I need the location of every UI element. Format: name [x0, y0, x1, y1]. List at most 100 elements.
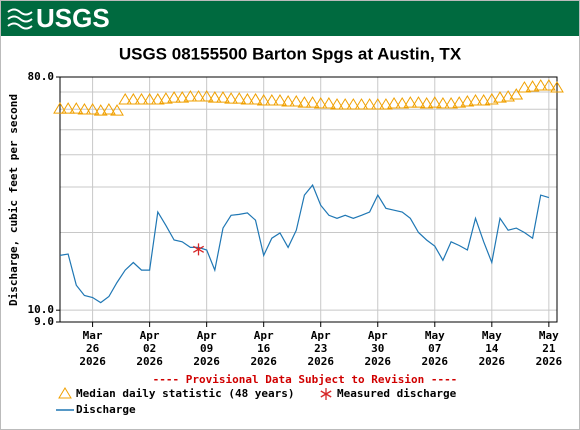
- triangle-marker: [305, 96, 320, 108]
- triangle-marker: [444, 96, 458, 109]
- triangle-marker: [321, 96, 336, 109]
- asterisk-marker: [192, 243, 205, 256]
- triangle-marker: [411, 96, 426, 108]
- triangle-marker: [207, 91, 222, 103]
- x-tick-label: 2026: [193, 355, 220, 368]
- triangle-marker: [126, 92, 141, 105]
- triangle-marker: [484, 92, 499, 105]
- asterisk-stroke: [192, 245, 205, 253]
- triangle-marker: [93, 104, 108, 116]
- triangle-marker: [338, 98, 353, 110]
- x-tick-label: 23: [314, 342, 327, 355]
- x-tick-label: May: [425, 329, 445, 342]
- triangle-marker: [150, 92, 165, 105]
- triangle-marker: [102, 103, 116, 115]
- triangle-marker: [248, 92, 263, 105]
- x-tick-label: 07: [428, 342, 441, 355]
- triangle-marker: [175, 91, 190, 103]
- x-tick-label: May: [539, 329, 559, 342]
- triangle-marker: [110, 104, 124, 116]
- x-tick-label: Apr: [254, 329, 274, 342]
- triangle-marker: [232, 92, 247, 104]
- triangle-marker: [199, 90, 214, 102]
- x-tick-label: 09: [200, 342, 213, 355]
- triangle-marker: [427, 96, 442, 108]
- x-tick-label: 02: [143, 342, 156, 355]
- x-tick-label: Apr: [197, 329, 217, 342]
- triangle-marker: [69, 102, 84, 114]
- triangle-marker: [58, 387, 72, 399]
- triangle-marker: [159, 92, 173, 104]
- x-tick-label: Apr: [140, 329, 160, 342]
- triangle-marker: [468, 94, 483, 106]
- x-tick-label: May: [482, 329, 502, 342]
- logo-waves: [7, 8, 33, 30]
- triangle-marker: [379, 98, 393, 110]
- triangle-marker: [395, 96, 410, 109]
- triangle-marker: [118, 92, 133, 105]
- triangle-marker: [501, 90, 515, 102]
- y-tick-label: 9.0: [34, 315, 54, 328]
- plot-border: [59, 76, 558, 323]
- header-bar: [1, 1, 579, 36]
- triangle-marker: [370, 98, 385, 110]
- triangle-marker: [281, 95, 296, 107]
- triangle-marker: [330, 98, 344, 110]
- x-tick-label: 2026: [307, 355, 334, 368]
- triangle-marker: [476, 94, 491, 106]
- x-tick-label: 2026: [422, 355, 449, 368]
- triangle-marker: [53, 102, 67, 114]
- x-tick-label: Apr: [368, 329, 388, 342]
- x-tick-label: 30: [371, 342, 384, 355]
- legend-label: Discharge: [76, 403, 136, 416]
- triangle-marker: [460, 95, 475, 107]
- x-tick-label: 16: [257, 342, 271, 355]
- triangle-marker: [289, 95, 304, 107]
- x-tick-label: Apr: [311, 329, 331, 342]
- x-tick-label: 2026: [136, 355, 163, 368]
- x-tick-label: 21: [542, 342, 556, 355]
- triangle-marker: [362, 98, 377, 110]
- y-tick-label: 80.0: [28, 70, 55, 83]
- x-tick-label: 2026: [79, 355, 106, 368]
- chart-title: USGS 08155500 Barton Spgs at Austin, TX: [119, 44, 462, 63]
- triangle-marker: [436, 96, 450, 109]
- triangle-marker: [167, 91, 181, 103]
- provisional-note: ---- Provisional Data Subject to Revisio…: [153, 373, 458, 386]
- asterisk-stroke: [320, 390, 332, 398]
- triangle-marker: [493, 91, 507, 103]
- x-tick-label: Mar: [83, 329, 103, 342]
- triangle-marker: [533, 79, 548, 91]
- triangle-marker: [452, 96, 467, 108]
- asterisk-marker: [320, 388, 332, 400]
- triangle-marker: [541, 79, 556, 91]
- triangle-marker: [85, 103, 100, 115]
- x-tick-label: 14: [485, 342, 499, 355]
- legend-label: Median daily statistic (48 years): [76, 387, 295, 400]
- triangle-marker: [273, 94, 287, 106]
- triangle-marker: [550, 81, 564, 93]
- triangle-marker: [77, 103, 92, 115]
- triangle-marker: [517, 81, 532, 93]
- triangle-marker: [224, 92, 238, 104]
- x-tick-label: 26: [86, 342, 100, 355]
- y-tick-label: 10.0: [28, 303, 55, 316]
- triangle-marker: [346, 98, 361, 110]
- legend-label: Measured discharge: [337, 387, 457, 400]
- triangle-marker: [240, 92, 255, 105]
- triangle-marker: [134, 92, 149, 105]
- triangle-marker: [216, 91, 230, 103]
- x-tick-label: 2026: [250, 355, 277, 368]
- y-axis-label: Discharge, cubic feet per second: [7, 94, 20, 306]
- discharge-line: [59, 183, 550, 304]
- triangle-marker: [525, 80, 540, 92]
- x-tick-label: 2026: [536, 355, 563, 368]
- triangle-marker: [61, 102, 76, 114]
- triangle-marker: [183, 90, 198, 102]
- triangle-marker: [264, 94, 279, 106]
- triangle-marker: [297, 96, 312, 108]
- triangle-marker: [403, 96, 418, 108]
- triangle-marker: [509, 88, 524, 100]
